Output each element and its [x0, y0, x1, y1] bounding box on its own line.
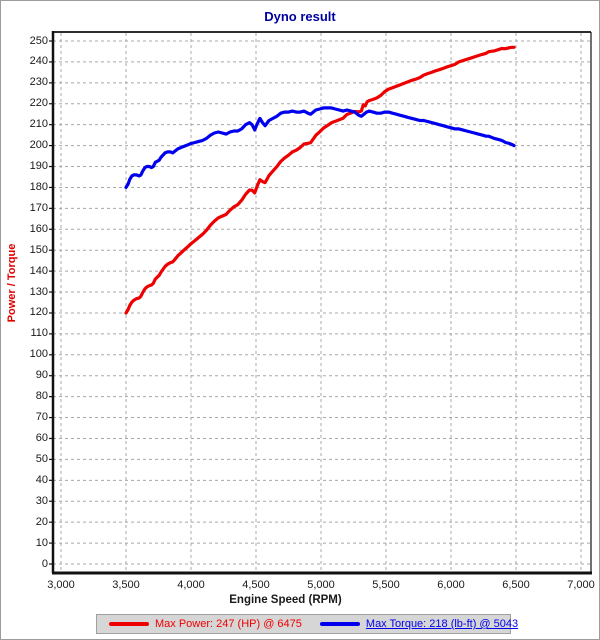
- legend: Max Power: 247 (HP) @ 6475 Max Torque: 2…: [96, 614, 518, 634]
- x-tick-label: 3,500: [112, 579, 140, 591]
- x-tick-label: 6,000: [437, 579, 465, 591]
- y-tick-label: 140: [29, 264, 48, 277]
- y-tick-label: 220: [29, 97, 48, 110]
- y-tick-label: 130: [29, 285, 48, 298]
- power-line-sample-icon: [109, 622, 149, 626]
- legend-label-power: Max Power: 247 (HP) @ 6475: [155, 618, 302, 630]
- y-tick-label: 170: [29, 201, 48, 214]
- y-tick-label: 210: [29, 118, 48, 131]
- x-tick-label: 5,500: [372, 579, 400, 591]
- y-tick-label: 0: [41, 557, 48, 570]
- y-tick-label: 40: [35, 473, 48, 486]
- torque-curve: [124, 106, 516, 189]
- x-tick-label: 4,500: [242, 579, 270, 591]
- y-tick-label: 60: [35, 431, 48, 444]
- y-tick-label: 90: [35, 369, 48, 382]
- y-tick-label: 250: [29, 34, 48, 47]
- legend-entry-torque[interactable]: Max Torque: 218 (lb-ft) @ 5043: [314, 618, 518, 630]
- x-tick-label: 5,000: [307, 579, 335, 591]
- y-tick-label: 30: [35, 494, 48, 507]
- y-axis-title: Power / Torque: [6, 243, 18, 323]
- y-tick-label: 100: [29, 348, 48, 361]
- x-tick-label: 6,500: [502, 579, 530, 591]
- y-tick-label: 110: [30, 327, 48, 340]
- y-tick-label: 240: [29, 55, 48, 68]
- y-tick-label: 230: [29, 76, 48, 89]
- y-tick-label: 10: [35, 536, 48, 549]
- y-tick-label: 180: [29, 180, 48, 193]
- y-tick-label: 20: [35, 515, 48, 528]
- y-tick-label: 70: [35, 411, 48, 424]
- y-tick-label: 190: [29, 160, 48, 173]
- power-curve: [124, 45, 516, 315]
- y-tick-label: 120: [29, 306, 48, 319]
- x-tick-label: 7,000: [567, 579, 595, 591]
- y-tick-label: 150: [29, 243, 48, 256]
- y-tick-label: 80: [35, 390, 48, 403]
- plot-area: [49, 31, 592, 575]
- torque-line-sample-icon: [319, 622, 360, 626]
- legend-entry-power[interactable]: Max Power: 247 (HP) @ 6475: [103, 618, 302, 630]
- legend-label-torque: Max Torque: 218 (lb-ft) @ 5043: [365, 618, 519, 630]
- chart-title: Dyno result: [264, 9, 336, 24]
- x-axis-title: Engine Speed (RPM): [229, 594, 342, 606]
- y-tick-label: 160: [29, 222, 48, 235]
- x-tick-label: 4,000: [177, 579, 205, 591]
- y-tick-label: 50: [35, 452, 48, 465]
- x-tick-label: 3,000: [47, 579, 75, 591]
- y-tick-label: 200: [29, 139, 48, 152]
